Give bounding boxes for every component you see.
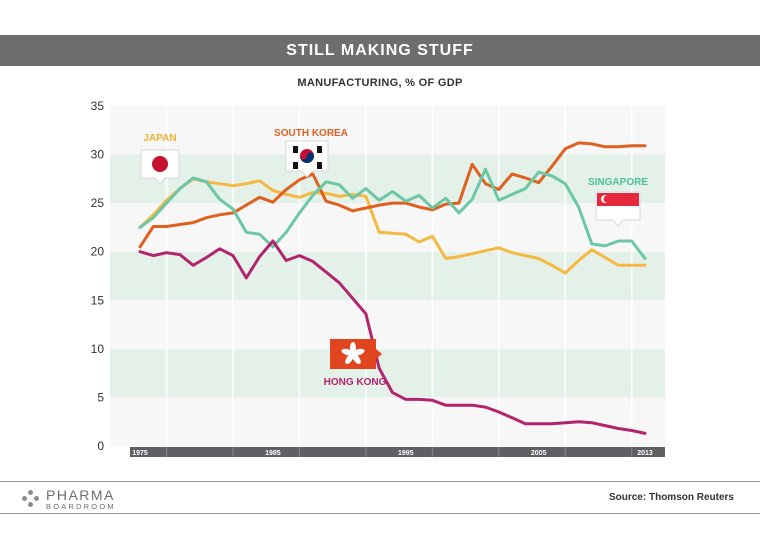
bauhinia-petal (345, 353, 354, 365)
grid-band (110, 348, 665, 398)
south-korea-flag-icon (285, 140, 329, 178)
bauhinia-petal (341, 348, 354, 356)
series-line-hong-kong (138, 239, 647, 435)
series-line-japan (138, 177, 647, 275)
x-axis: 1975 1985 1995 2005 2013 (130, 447, 665, 457)
footer-divider (0, 481, 760, 482)
series-line-south-korea (138, 141, 647, 249)
x-axis-bar (130, 447, 665, 457)
x-tick-label: 1985 (265, 450, 281, 457)
logo-sub-text: BOARDROOM (46, 502, 116, 511)
grid-bands (110, 106, 665, 446)
grid-band (110, 300, 665, 349)
logo-main-text: PHARMA (46, 487, 115, 503)
x-tick-label: 2013 (637, 450, 653, 457)
y-tick-label: 10 (91, 342, 105, 356)
series-line-singapore (138, 167, 647, 260)
footer-divider-bottom (0, 513, 760, 514)
korea-trigram (317, 146, 322, 153)
hong-kong-flag-icon (330, 339, 382, 369)
bauhinia-petal (352, 348, 365, 356)
y-tick-label: 15 (91, 293, 105, 307)
y-tick-label: 35 (91, 99, 105, 113)
logo-dots-icon (22, 490, 40, 508)
line-chart: 0 5 10 15 20 25 30 35 1975 1985 1995 2005 2013 JAPA… (91, 99, 665, 457)
x-tick-label: 1995 (398, 450, 414, 457)
source-note: Source: Thomson Reuters (608, 492, 734, 503)
bauhinia-petal (352, 353, 361, 365)
grid-band (110, 106, 665, 155)
y-tick-label: 0 (97, 439, 104, 453)
korea-taeguk-bottom (300, 152, 314, 163)
japan-flag-sun (152, 156, 168, 172)
bauhinia-petal (350, 342, 356, 354)
korea-trigram (293, 162, 298, 169)
bauhinia-icon (341, 342, 365, 365)
grid-band (110, 203, 665, 252)
chart-title: STILL MAKING STUFF (0, 35, 760, 66)
singapore-crescent-cut (603, 195, 611, 203)
singapore-label: SINGAPORE (588, 177, 648, 188)
japan-label: JAPAN (143, 133, 176, 144)
x-tick-label: 1975 (132, 450, 148, 457)
hong-kong-label: HONG KONG (324, 377, 387, 388)
japan-flag-icon (140, 149, 180, 185)
pharma-boardroom-logo: PHARMA BOARDROOM (22, 488, 116, 511)
x-tick-label: 2005 (531, 450, 547, 457)
singapore-flag-icon (595, 191, 641, 227)
korea-trigram (317, 162, 322, 169)
korea-trigram (293, 146, 298, 153)
y-tick-label: 20 (91, 245, 105, 259)
y-tick-label: 30 (91, 148, 105, 162)
flag-annotations: JAPAN SOUTH KOREA SINGAPORE HONG KONG (140, 128, 648, 388)
y-axis-ticks: 0 5 10 15 20 25 30 35 (91, 99, 105, 453)
south-korea-label: SOUTH KOREA (274, 128, 348, 139)
chart-subtitle: MANUFACTURING, % OF GDP (297, 77, 463, 89)
y-tick-label: 5 (97, 390, 104, 404)
y-tick-label: 25 (91, 196, 105, 210)
series-lines (138, 141, 647, 435)
